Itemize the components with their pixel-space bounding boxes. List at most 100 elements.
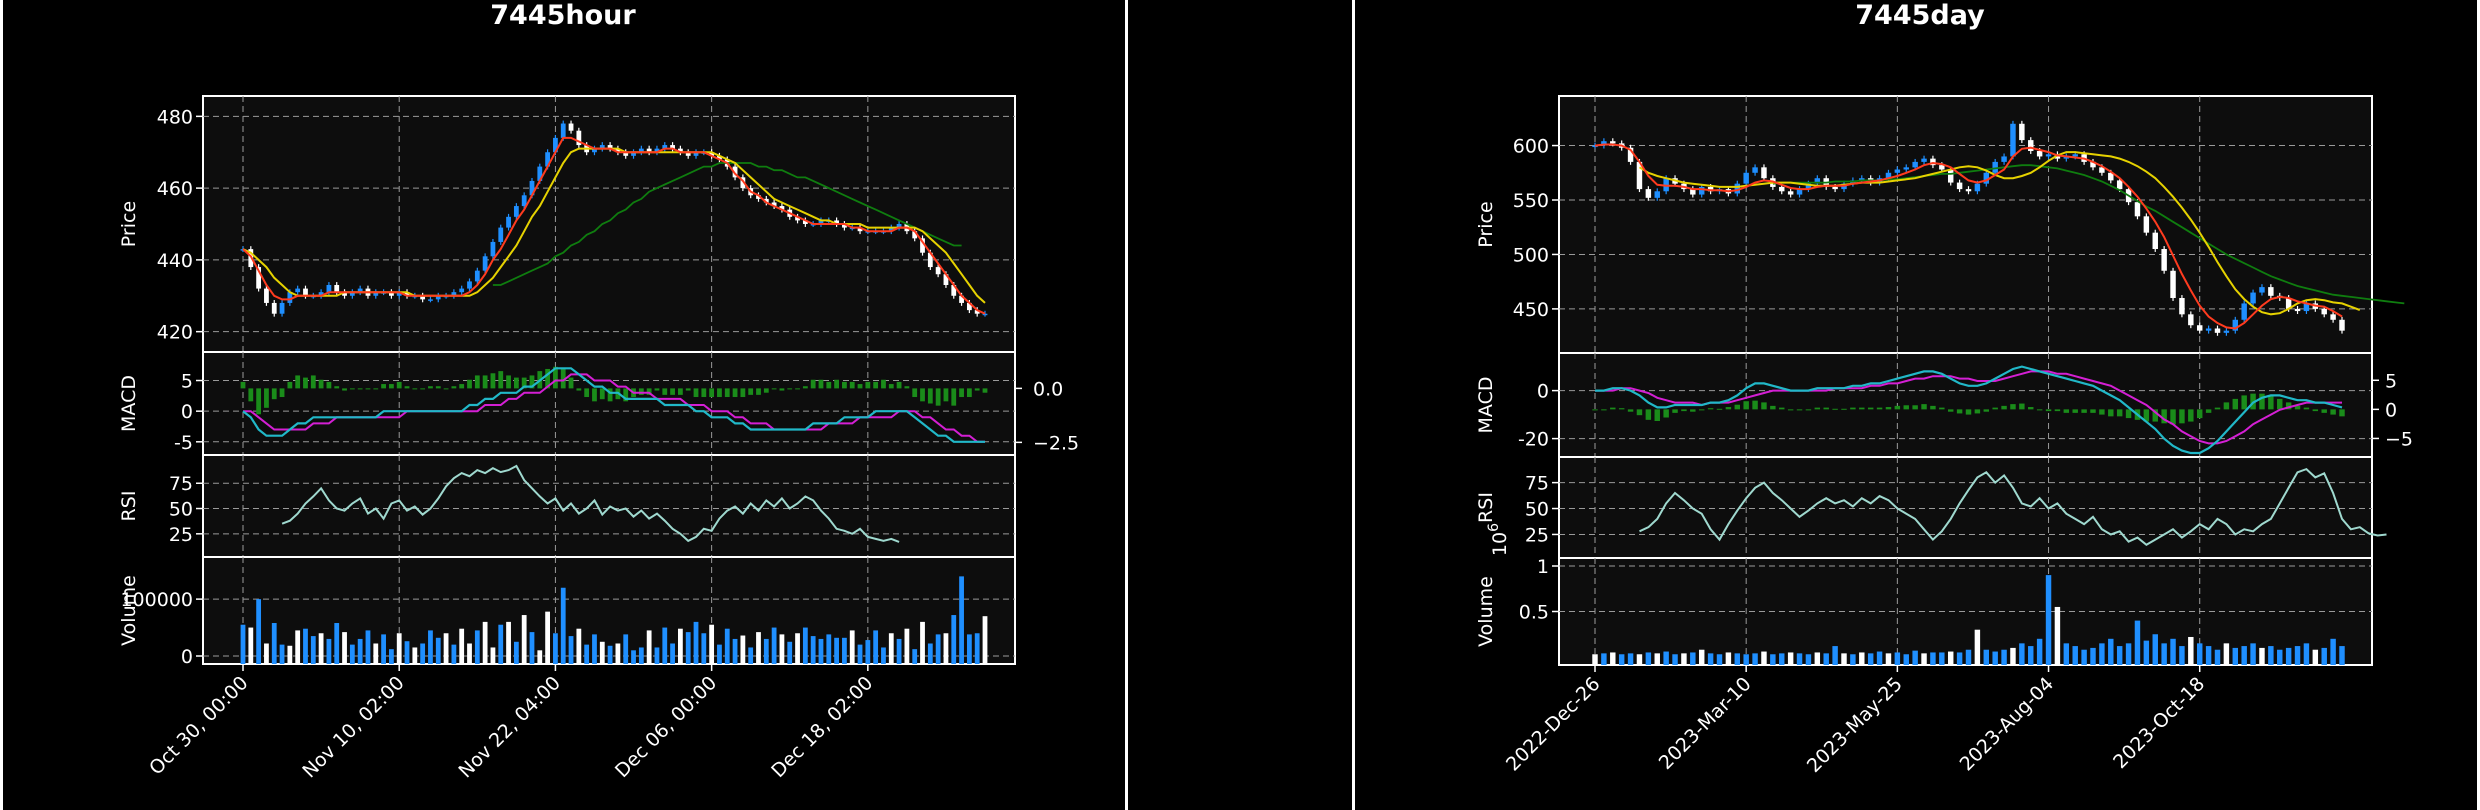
price-ytick-label: 500 (1513, 244, 1549, 266)
volume-bar (1832, 646, 1838, 665)
chart-7445hour-frame: 7445hour 420 440 460 480 Price -5 0 5 MACD −2.5 0.0… (0, 0, 1128, 810)
volume-bar (732, 638, 738, 664)
macd-hist-bar (1681, 409, 1687, 412)
price-candle (951, 285, 957, 296)
volume-bar (1930, 652, 1936, 665)
volume-bar (357, 638, 363, 664)
price-candle (2116, 180, 2123, 190)
volume-bar (1672, 654, 1678, 665)
price-candle (474, 270, 480, 282)
volume-bar (2161, 643, 2167, 665)
macd-hist-bar (248, 388, 254, 402)
macd-hist-bar (2188, 409, 2194, 422)
volume-bar (1965, 649, 1972, 665)
volume-bar (474, 630, 480, 664)
price-candle (631, 152, 636, 156)
price-candle (271, 302, 277, 314)
volume-ylabel: Volume (1475, 576, 1497, 647)
volume-ytick-label: 0.5 (1519, 602, 1549, 624)
macd-hist-bar (1743, 401, 1749, 410)
macd-hist-bar (2036, 409, 2043, 411)
price-candle (1690, 189, 1696, 195)
price-candle (1974, 183, 1981, 192)
price-candle (1921, 158, 1927, 162)
volume-bar (584, 644, 590, 664)
volume-bar (2170, 638, 2176, 665)
price-candle (607, 145, 613, 149)
volume-bar (904, 628, 910, 664)
volume-bar (685, 632, 691, 664)
price-candle (2285, 298, 2292, 309)
macd-hist-bar (896, 381, 902, 389)
x-tick-label: 2023-Mar-10 (1655, 673, 1756, 774)
volume-bar (763, 638, 769, 664)
price-candle (2143, 216, 2150, 233)
price-candle (927, 252, 933, 268)
volume-bar (1947, 651, 1954, 665)
macd-hist-bar (677, 388, 683, 395)
volume-bar (1707, 653, 1714, 665)
price-candle (1965, 189, 1972, 192)
macd-hist-bar (1654, 409, 1660, 421)
macd-hist-bar (1770, 405, 1776, 410)
macd-hist-bar (1601, 409, 1607, 411)
price-candle (545, 152, 551, 167)
price-candle (920, 238, 925, 253)
price-candle (771, 202, 777, 207)
volume-exponent-label: 106 (1486, 523, 1511, 556)
volume-bar (2223, 643, 2230, 665)
volume-bar (638, 647, 644, 664)
macd-hist-bar (592, 388, 597, 402)
macd-hist-bar (1867, 407, 1874, 410)
macd-hist-bar (982, 388, 988, 393)
volume-bar (756, 632, 761, 664)
macd-hist-bar (396, 381, 402, 389)
macd-hist-bar (599, 388, 605, 400)
price-candle (2028, 140, 2034, 151)
macd-hist-bar (857, 384, 863, 389)
macd-hist-bar (842, 381, 847, 389)
price-candle (1654, 191, 1660, 198)
macd-hist-bar (873, 381, 879, 389)
price-candle (1734, 183, 1741, 194)
macd-hist-bar (451, 386, 457, 389)
macd-hist-bar (826, 381, 832, 389)
price-candle (1859, 178, 1865, 181)
macd-right-ytick-label: 0 (2385, 399, 2397, 421)
price-candle (685, 152, 691, 156)
volume-bar (1743, 654, 1749, 665)
price-candle (2170, 270, 2176, 298)
volume-bar (2036, 638, 2043, 665)
price-candle (646, 148, 652, 153)
volume-bar (787, 641, 793, 664)
macd-hist-bar (2285, 402, 2292, 410)
chart-7445day: 7445day 450 500 550 600 Price -20 0 MACD −5 0 5 25 50… (1475, 0, 2413, 777)
volume-bar (2019, 643, 2025, 665)
volume-bar (412, 647, 418, 664)
macd-hist-bar (1956, 409, 1963, 414)
macd-hist-bar (2028, 407, 2034, 410)
macd-hist-bar (2063, 409, 2070, 413)
volume-bar (701, 633, 707, 664)
volume-bar (873, 630, 879, 664)
price-candle (857, 227, 863, 232)
price-candle (2099, 167, 2105, 173)
macd-hist-bar (553, 366, 558, 389)
volume-bar (428, 630, 433, 664)
price-candle (763, 198, 769, 203)
volume-bar (2303, 643, 2310, 665)
volume-bar (1645, 652, 1652, 665)
macd-hist-bar (607, 388, 613, 402)
macd-hist-bar (521, 377, 527, 389)
volume-bar (2116, 646, 2123, 665)
macd-hist-bar (966, 388, 972, 398)
volume-bar (802, 627, 808, 664)
price-candle (435, 295, 441, 300)
volume-bar (2277, 649, 2283, 665)
volume-bar (1939, 652, 1945, 665)
volume-bar (2330, 638, 2336, 665)
volume-bar (513, 641, 519, 664)
macd-hist-bar (529, 375, 535, 389)
macd-hist-bar (888, 384, 894, 389)
volume-bar (881, 647, 886, 664)
